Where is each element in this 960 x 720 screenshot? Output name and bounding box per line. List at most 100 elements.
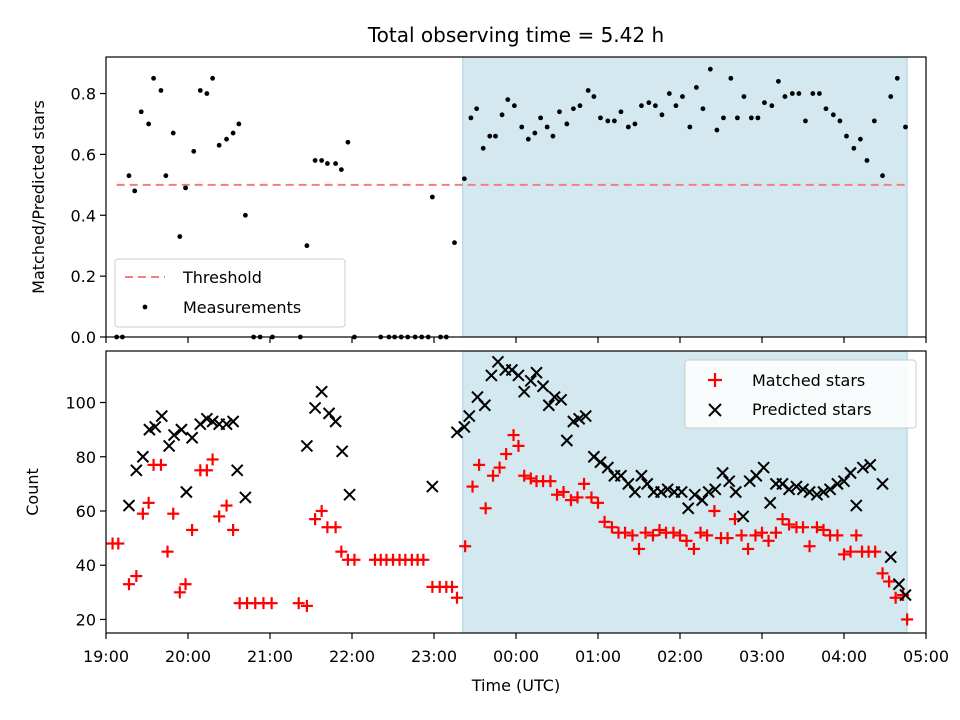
bottom-legend: Matched stars Predicted stars [684,359,917,429]
predicted-star-point [239,491,252,504]
top-plot-frame [105,56,927,338]
predicted-star-point [681,502,695,515]
predicted-star-point [485,369,498,382]
matched-star-point [876,567,889,580]
predicted-star-point [167,428,181,442]
measurement-point [243,212,248,218]
measurement-point [138,109,144,115]
measurement-point [903,124,908,130]
predicted-star-point [864,458,877,472]
legend-threshold-label: Threshold [182,268,262,287]
predicted-star-point [763,496,777,510]
predicted-star-point [536,380,550,393]
measurement-point [851,145,857,151]
measurement-point [210,75,216,81]
matched-star-point [728,513,741,526]
measurement-point [687,124,693,130]
matched-star-point [142,496,155,509]
predicted-star-point [810,488,824,501]
predicted-star-point [628,485,642,499]
matched-star-point [220,499,233,512]
measurement-point [564,121,570,127]
matched-star-point [173,586,186,599]
x-axis-label: Time (UTC) [471,676,560,695]
matched-star-point [585,491,598,504]
matched-star-point [348,553,361,566]
matched-star-point [112,537,125,550]
measurement-point [830,112,836,118]
measurement-point [598,115,603,121]
measurement-point [817,91,822,96]
predicted-star-point [661,483,674,496]
matched-star-point [803,540,816,553]
measurement-point [871,118,877,124]
measurement-point [230,130,236,136]
matched-star-point [680,534,693,547]
measurement-point [312,158,318,163]
matched-star-point [626,529,639,542]
predicted-star-point [695,493,709,507]
bottom-y-axis-ticks: 20 40 60 80 100 [65,394,106,629]
x-tick-label: 04:00 [821,647,867,666]
predicted-star-point [736,510,750,523]
measurement-point [304,243,310,249]
measurement-point [511,103,517,109]
measurement-point [338,167,344,173]
measurement-point [538,115,543,121]
top-y-axis-label: Matched/Predicted stars [29,100,48,294]
matched-star-point [206,453,219,466]
predicted-star-point [856,461,870,474]
matched-star-point [227,523,240,536]
predicted-star-point [426,480,439,493]
matched-star-point [838,548,850,561]
matched-star-point [619,526,632,539]
predicted-star-point [790,480,803,493]
matched-star-point [154,458,167,471]
measurement-point [236,121,242,127]
matched-stars-points [106,429,914,626]
x-tick-label: 01:00 [575,647,621,666]
matched-star-point [694,526,707,539]
measurement-point [639,103,644,109]
measurement-point [748,115,754,121]
predicted-star-point [709,483,722,496]
measurement-point [659,112,665,118]
predicted-star-point [517,385,531,398]
bottom-y-axis-label: Count [23,468,42,516]
predicted-star-point [315,385,328,398]
matched-star-point [200,464,213,477]
matched-star-point [646,529,659,542]
predicted-star-point [892,577,906,591]
measurement-point [700,106,706,112]
bottom-y-tick-label: 60 [76,502,96,521]
top-y-tick-label: 0.8 [71,85,96,104]
x-tick-label: 05:00 [903,647,949,666]
matched-star-point [292,597,305,610]
measurement-point [158,88,164,93]
legend-predicted-label: Predicted stars [752,400,872,419]
top-x-axis-ticks [105,337,927,343]
top-y-axis-ticks: 0.0 0.2 0.4 0.6 0.8 [71,85,106,347]
predicted-star-point [654,485,668,499]
predicted-stars-points [122,355,912,602]
measurement-point [525,136,531,142]
top-panel: 0.00.20.40.60.8 Matched/Predicted stars … [29,56,927,347]
matched-star-point [179,578,192,591]
measurement-point [625,124,631,130]
measurement-point [591,94,597,99]
top-legend: Threshold Measurements [114,258,346,328]
top-legend-box [114,258,346,328]
matched-star-point [721,532,734,545]
predicted-star-point [548,390,561,404]
predicted-star-point [688,488,701,501]
predicted-star-point [722,474,736,488]
predicted-star-point [478,399,492,412]
predicted-star-point [622,477,635,491]
matched-star-point [653,523,666,536]
predicted-star-point [675,485,688,499]
measurement-point [224,136,229,142]
predicted-star-point [300,439,314,453]
measurement-point [577,103,583,109]
matched-star-point [518,469,531,482]
measurement-point [735,115,740,121]
